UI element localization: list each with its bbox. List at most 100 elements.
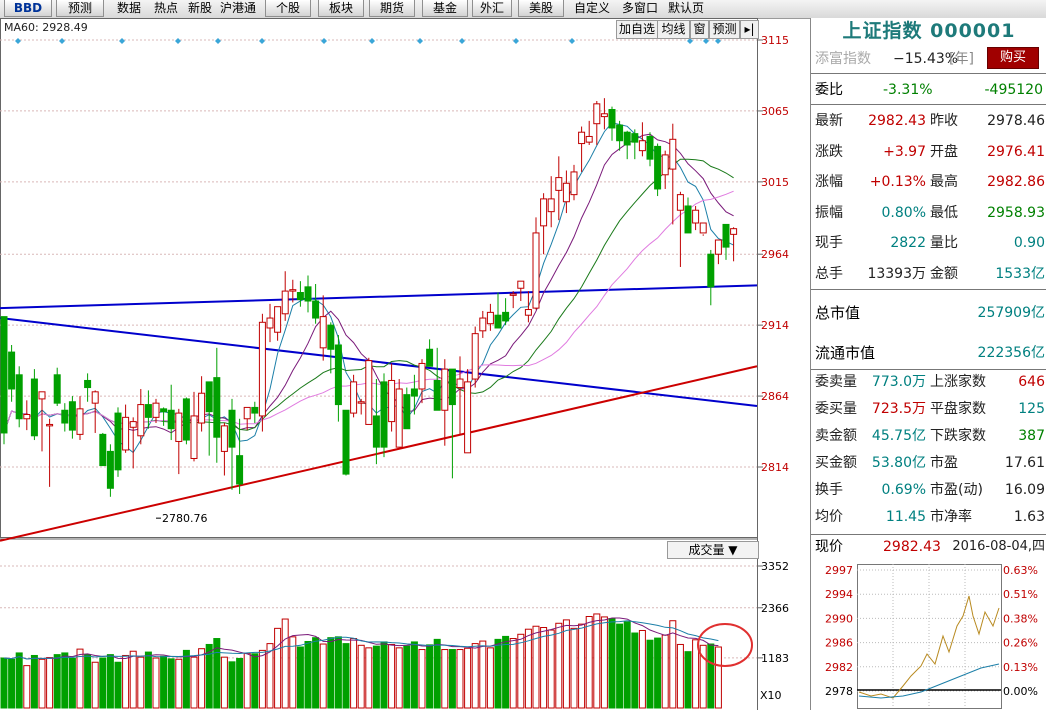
toolbar-item-6[interactable]: 个股 [265,0,311,17]
mini-left-label: 2994 [825,588,853,601]
volume-bar [441,649,449,709]
candle-body [258,321,266,417]
stat-label: 买金额 [815,455,857,471]
chart-top-button-3[interactable]: 预测 [709,20,740,39]
volume-bar [15,652,23,709]
toolbar-item-0[interactable]: BBD [4,0,52,17]
toolbar-item-7[interactable]: 板块 [318,0,364,17]
volume-bar [152,657,160,709]
volume-bar [502,635,510,709]
toolbar-item-5[interactable]: 沪港通 [219,1,256,15]
volume-bar [137,656,145,709]
toolbar-item-3[interactable]: 热点 [153,1,178,15]
volume-bar [129,650,137,709]
toolbar-item-2[interactable]: 数据 [116,1,141,15]
stat-label: 委卖量 [815,374,857,390]
stat-label: 市净率 [930,509,972,525]
candle-body [600,113,608,118]
volume-bar [236,657,244,709]
candle-body [692,209,700,224]
candle-body [350,381,358,414]
volume-bar [410,641,418,709]
float-cap-label: 流通市值 [815,344,876,362]
toolbar-item-1[interactable]: 预测 [56,0,104,17]
candle-body [631,133,639,143]
toolbar-item-8[interactable]: 期货 [369,0,415,17]
candle-body [479,317,487,332]
quote-label: 开盘 [930,143,958,160]
top-toolbar: BBD 预测 数据 热点 新股 沪港通 个股 板块 期货 基金 外汇 美股 自定义 多窗口 默认页 [0,0,1046,19]
volume-bar [91,661,99,709]
volume-bar [707,643,715,709]
volume-bar [68,657,76,709]
volume-bar [46,657,54,709]
volume-indicator-select[interactable]: 成交量 ▼ [667,541,759,559]
min-price-label: 2780.76 [162,512,208,525]
stat-row: 卖金额 45.75亿 下跌家数 387 [811,423,1046,450]
volume-bar [296,646,304,709]
candle-body [593,103,601,125]
volume-bar [593,613,601,709]
candle-body [160,408,168,413]
volume-bar [456,649,464,709]
candle-body [122,416,130,451]
mini-right-label: 0.38% [1003,612,1038,625]
candle-body [236,455,244,485]
quote-label: 涨跌 [815,143,843,160]
mini-avg-line [858,663,1000,699]
volume-bar [160,655,168,709]
volume-bar [38,658,46,709]
candle-body [410,388,418,397]
stat-label: 平盘家数 [930,401,986,417]
volume-bar [669,620,677,709]
candle-body [486,311,494,325]
buy-button[interactable]: 购买 [987,47,1039,69]
quote-label: 涨幅 [815,174,843,191]
signal-diamond [15,38,21,44]
candle-body [365,360,373,425]
quote-value: 0.80% [881,204,926,221]
volume-bar [228,661,236,709]
toolbar-item-13[interactable]: 多窗口 [621,1,658,15]
toolbar-item-14[interactable]: 默认页 [667,1,704,15]
volume-bar [464,647,472,709]
quote-label: 总手 [815,266,843,282]
candle-body [441,368,449,411]
toolbar-item-9[interactable]: 基金 [422,0,468,17]
page-title: 上证指数 000001 [842,20,1016,42]
volume-bar [562,619,570,709]
toolbar-item-11[interactable]: 美股 [518,0,564,17]
chart-top-button-4[interactable]: ▸| [740,20,759,39]
volume-bar [403,645,411,709]
toolbar-item-4[interactable]: 新股 [187,1,212,15]
toolbar-item-12[interactable]: 自定义 [573,1,610,15]
trendline-red-ascending [0,365,758,542]
quote-label: 昨收 [930,113,958,129]
candle-body [562,182,570,203]
ma60-label: MA60: 2928.49 [4,21,88,34]
chart-top-button-0[interactable]: 加自选 [616,20,658,39]
candle-body [23,414,31,420]
volume-bar [517,633,525,709]
candle-body [388,379,396,423]
candle-body [167,409,175,430]
candle-body [152,402,160,418]
volume-bar [684,651,692,709]
quote-label: 最高 [930,174,958,191]
volume-bar [433,638,441,709]
quote-value: +3.97 [883,143,926,160]
volume-bar [471,643,479,709]
candle-body [646,135,654,160]
candle-body [68,401,76,431]
volume-bar [585,615,593,709]
candle-body [129,421,137,428]
mini-right-label: 0.00% [1003,685,1038,698]
candle-body [433,379,441,411]
toolbar-item-10[interactable]: 外汇 [472,0,512,17]
mini-left-label: 2986 [825,637,853,650]
chart-top-button-2[interactable]: 窗 [690,20,709,39]
mini-right-label: 0.51% [1003,588,1038,601]
volume-bar [692,639,700,709]
webi-value: -495120 [984,82,1044,98]
chart-top-button-1[interactable]: 均线 [657,20,690,39]
